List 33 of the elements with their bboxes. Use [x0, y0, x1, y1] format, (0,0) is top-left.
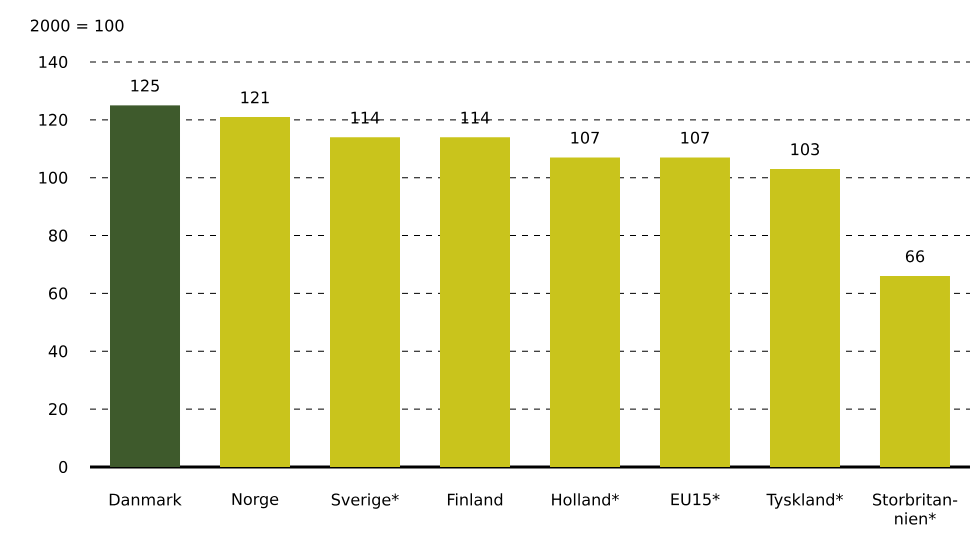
- y-tick-label: 20: [49, 403, 68, 416]
- bar: [220, 116, 290, 467]
- bar: [660, 157, 730, 467]
- data-label: 121: [241, 91, 269, 104]
- x-tick-label: EU15*: [671, 493, 720, 506]
- bar: [880, 276, 950, 467]
- bar: [330, 137, 400, 467]
- x-tick-label: Finland: [448, 493, 502, 506]
- y-axis-title: 2000 = 100: [30, 19, 124, 32]
- y-tick-label: 40: [48, 345, 68, 358]
- data-label: 107: [681, 132, 709, 144]
- y-tick-label: 80: [49, 229, 68, 242]
- data-label: 125: [131, 80, 159, 92]
- x-tick-label: Tyskland*: [766, 493, 843, 509]
- x-tick-label: Storbritan-nien*: [873, 493, 958, 525]
- x-tick-label: Norge: [232, 493, 278, 508]
- bar: [110, 105, 180, 467]
- bar: [770, 169, 840, 467]
- x-tick-label: Danmark: [110, 493, 182, 506]
- y-tick-label: 120: [39, 114, 68, 126]
- y-tick-label: 140: [39, 56, 68, 68]
- bar: [550, 157, 620, 467]
- data-label: 114: [461, 112, 490, 124]
- y-tick-label: 60: [49, 287, 68, 300]
- y-tick-label: 100: [39, 172, 68, 184]
- x-tick-label: Holland*: [552, 493, 619, 506]
- data-label: 114: [351, 112, 380, 124]
- x-tick-label: Sverige*: [332, 493, 399, 509]
- data-label: 66: [906, 250, 924, 262]
- y-tick-label: 0: [59, 460, 68, 474]
- data-label: 103: [791, 143, 819, 156]
- data-label: 107: [571, 132, 599, 144]
- bar: [440, 137, 510, 467]
